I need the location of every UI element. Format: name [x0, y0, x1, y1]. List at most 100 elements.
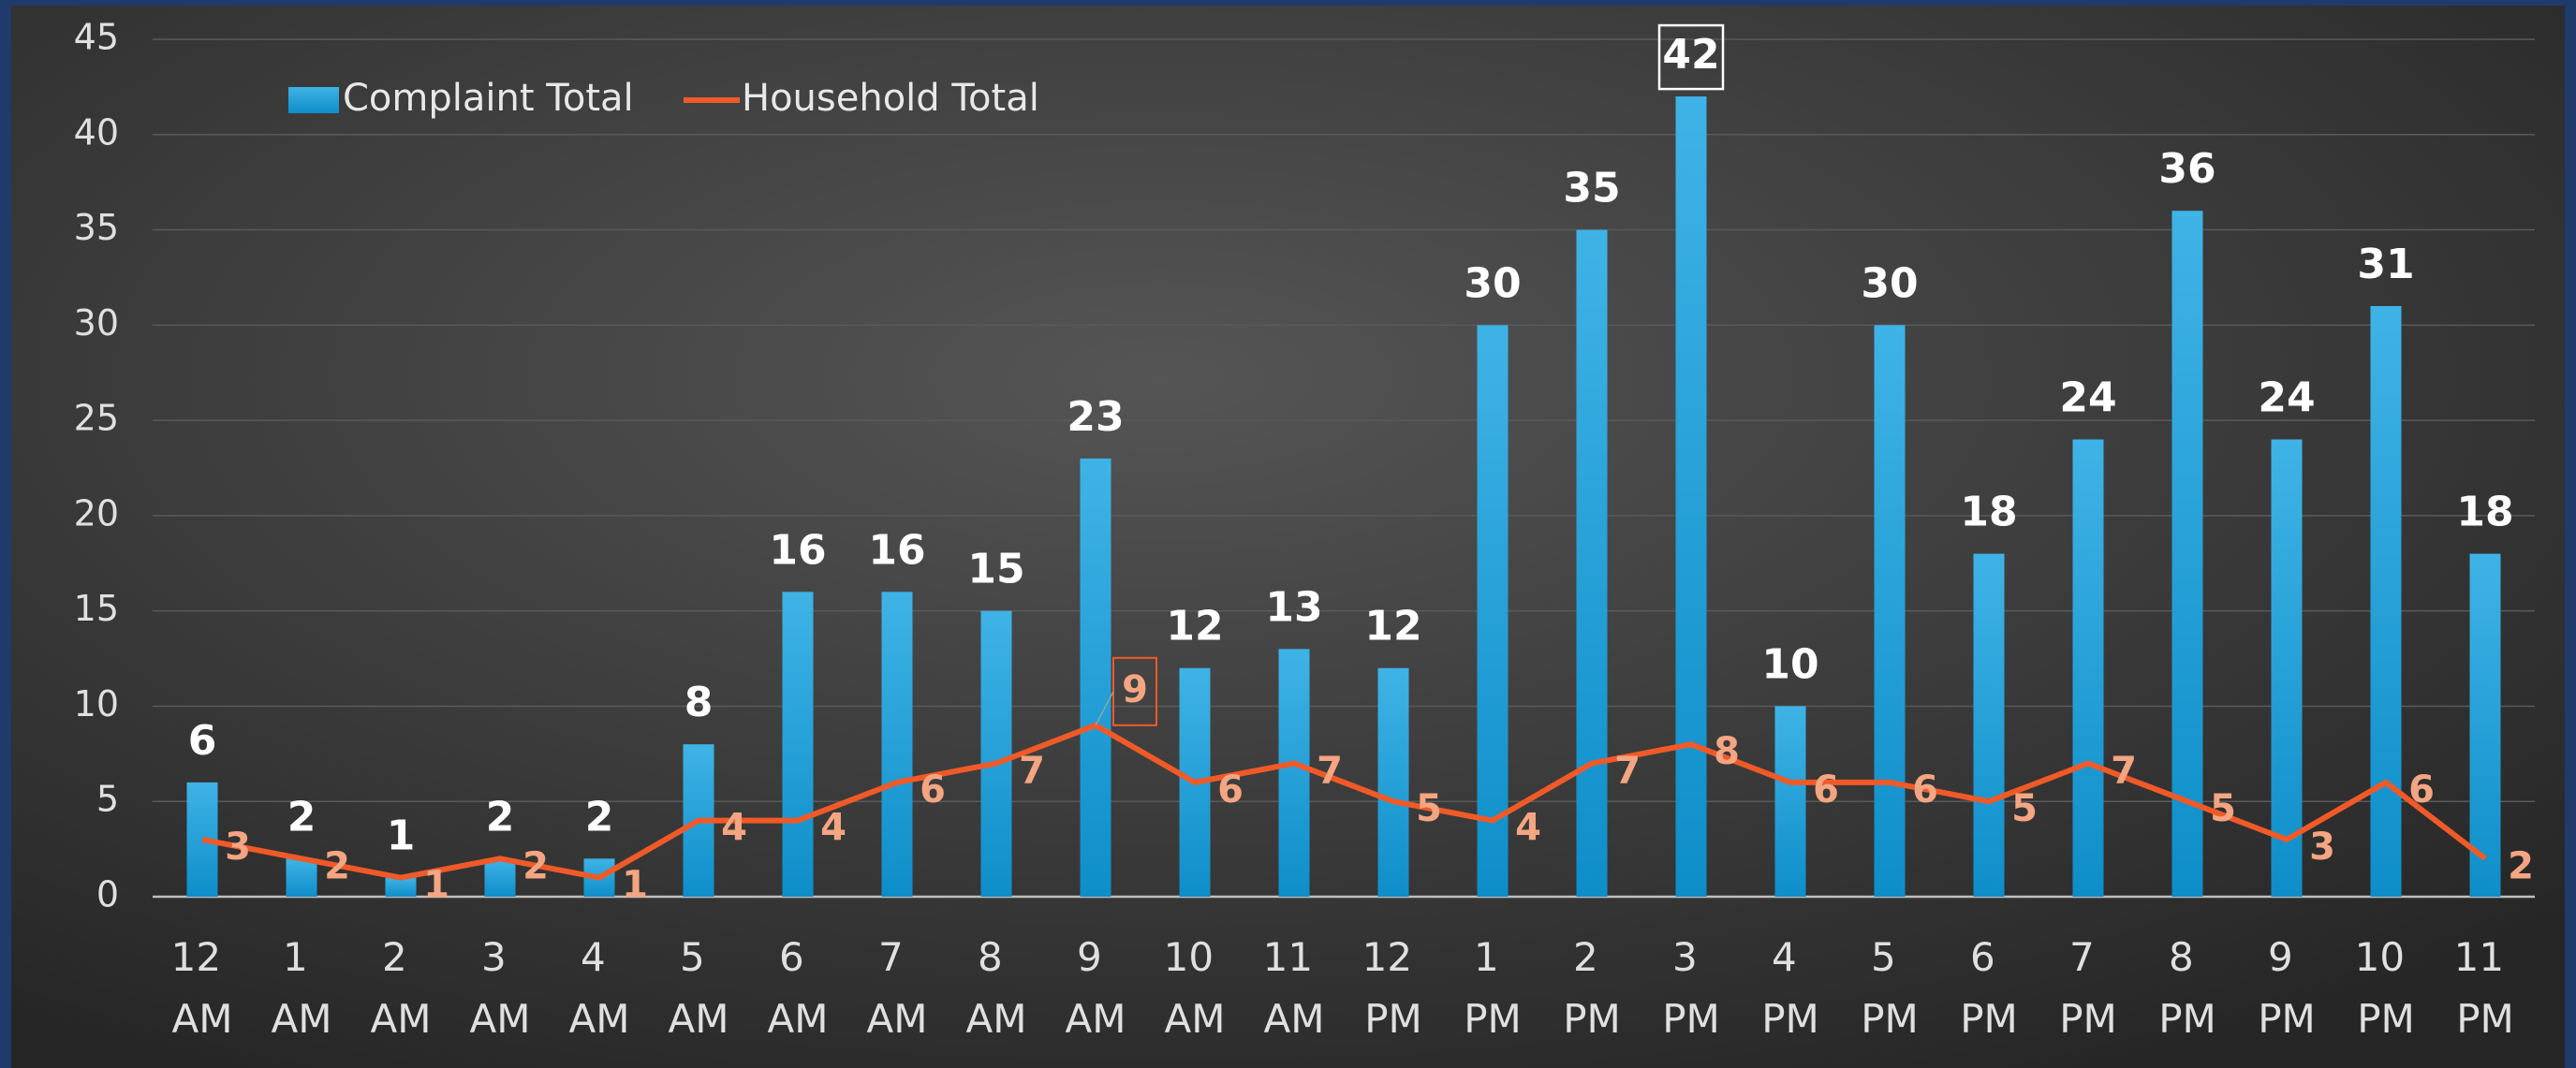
bar [1576, 229, 1608, 898]
x-tick-label: 11 AM [1263, 934, 1326, 1042]
x-tick-label: 4 PM [1761, 934, 1819, 1042]
x-tick-label: 5 AM [669, 934, 729, 1042]
data-label: 36 [2158, 145, 2215, 193]
data-label: 12 [1166, 603, 1223, 651]
bar [2271, 439, 2303, 897]
data-label: 12 [1364, 603, 1421, 651]
data-label: 24 [2258, 373, 2315, 421]
data-label: 4 [1515, 807, 1541, 850]
x-tick-label: 12 AM [171, 934, 234, 1042]
data-label: 8 [684, 679, 714, 726]
data-label: 1 [622, 864, 648, 907]
data-label: 16 [868, 526, 925, 574]
x-tick-label: 1 PM [1464, 934, 1522, 1042]
data-label: 3 [225, 826, 251, 869]
x-tick-label: 1 AM [272, 934, 332, 1042]
data-label: 2 [585, 793, 614, 841]
y-tick-label: 35 [74, 207, 119, 248]
data-label: 5 [2210, 787, 2236, 830]
data-label: 31 [2357, 241, 2414, 288]
bar [484, 858, 516, 897]
line [201, 722, 2487, 881]
x-tick-label: 2 PM [1563, 934, 1621, 1042]
bar [1675, 96, 1707, 898]
y-tick-label: 15 [74, 588, 119, 629]
data-label: 2 [287, 793, 316, 841]
data-label: 1 [423, 864, 449, 907]
data-label: 30 [1464, 259, 1521, 307]
data-label: 24 [2059, 373, 2116, 421]
data-label: 30 [1861, 259, 1918, 307]
bar [1278, 649, 1310, 897]
data-label: 5 [2011, 787, 2038, 830]
legend-label: Complaint Total [343, 77, 634, 120]
y-tick-label: 10 [74, 683, 119, 724]
data-label: 7 [1317, 750, 1343, 793]
data-label: 6 [1217, 768, 1244, 812]
data-label: 6 [1813, 768, 1839, 812]
bar [2370, 305, 2402, 897]
x-tick-label: 8 AM [966, 934, 1027, 1042]
data-label: 42 [1662, 31, 1719, 79]
bar [2072, 439, 2104, 897]
legend-swatch [288, 87, 339, 113]
data-label: 6 [1912, 768, 1938, 812]
data-label: 7 [1019, 750, 1045, 793]
y-tick-label: 0 [96, 874, 119, 915]
y-tick-label: 45 [74, 17, 119, 58]
y-tick-label: 5 [96, 779, 119, 820]
data-label: 5 [1416, 787, 1442, 830]
x-tick-label: 3 PM [1662, 934, 1720, 1042]
data-label: 4 [721, 807, 747, 850]
y-tick-label: 20 [74, 492, 119, 534]
data-label: 18 [1960, 489, 2017, 536]
data-label: 4 [820, 807, 846, 850]
x-tick-label: 10 AM [1164, 934, 1227, 1042]
legend-label: Household Total [742, 77, 1039, 120]
data-label: 2 [2508, 844, 2534, 887]
x-tick-label: 2 AM [371, 934, 432, 1042]
data-label: 6 [188, 717, 217, 765]
bar [385, 877, 417, 897]
bar [782, 592, 814, 897]
y-tick-label: 40 [74, 111, 119, 153]
bar [1477, 325, 1509, 897]
x-tick-label: 6 AM [768, 934, 829, 1042]
x-tick-label: 9 AM [1066, 934, 1126, 1042]
data-label: 23 [1067, 393, 1124, 441]
x-tick-label: 10 PM [2355, 934, 2418, 1042]
data-label: 9 [1122, 668, 1148, 711]
data-label: 8 [1714, 730, 1740, 773]
bar [1377, 667, 1409, 897]
leader-line [1095, 691, 1114, 726]
y-tick-label: 30 [74, 302, 119, 344]
x-tick-label: 3 AM [470, 934, 531, 1042]
data-label: 35 [1563, 165, 1620, 212]
data-label: 7 [2111, 750, 2137, 793]
x-tick-label: 5 PM [1861, 934, 1919, 1042]
bar [1774, 706, 1806, 897]
highlight-box [1657, 23, 1725, 91]
x-tick-label: 7 PM [2059, 934, 2117, 1042]
x-tick-label: 8 PM [2158, 934, 2216, 1042]
bar [1874, 325, 1906, 897]
bar [2171, 211, 2203, 897]
data-label: 18 [2456, 489, 2513, 536]
x-tick-label: 12 PM [1362, 934, 1425, 1042]
x-tick-label: 6 PM [1960, 934, 2018, 1042]
data-label: 2 [523, 844, 549, 887]
data-label: 10 [1761, 640, 1818, 688]
data-label: 6 [2408, 768, 2435, 812]
x-tick-label: 7 AM [867, 934, 928, 1042]
data-label: 1 [387, 812, 416, 860]
data-label: 2 [324, 844, 350, 887]
x-tick-label: 4 AM [569, 934, 630, 1042]
data-label: 13 [1265, 583, 1322, 631]
y-tick-label: 25 [74, 398, 119, 439]
data-label: 6 [920, 768, 946, 812]
data-label: 2 [486, 793, 515, 841]
data-label: 3 [2309, 826, 2335, 869]
bar [1080, 458, 1111, 897]
bar [881, 592, 913, 897]
